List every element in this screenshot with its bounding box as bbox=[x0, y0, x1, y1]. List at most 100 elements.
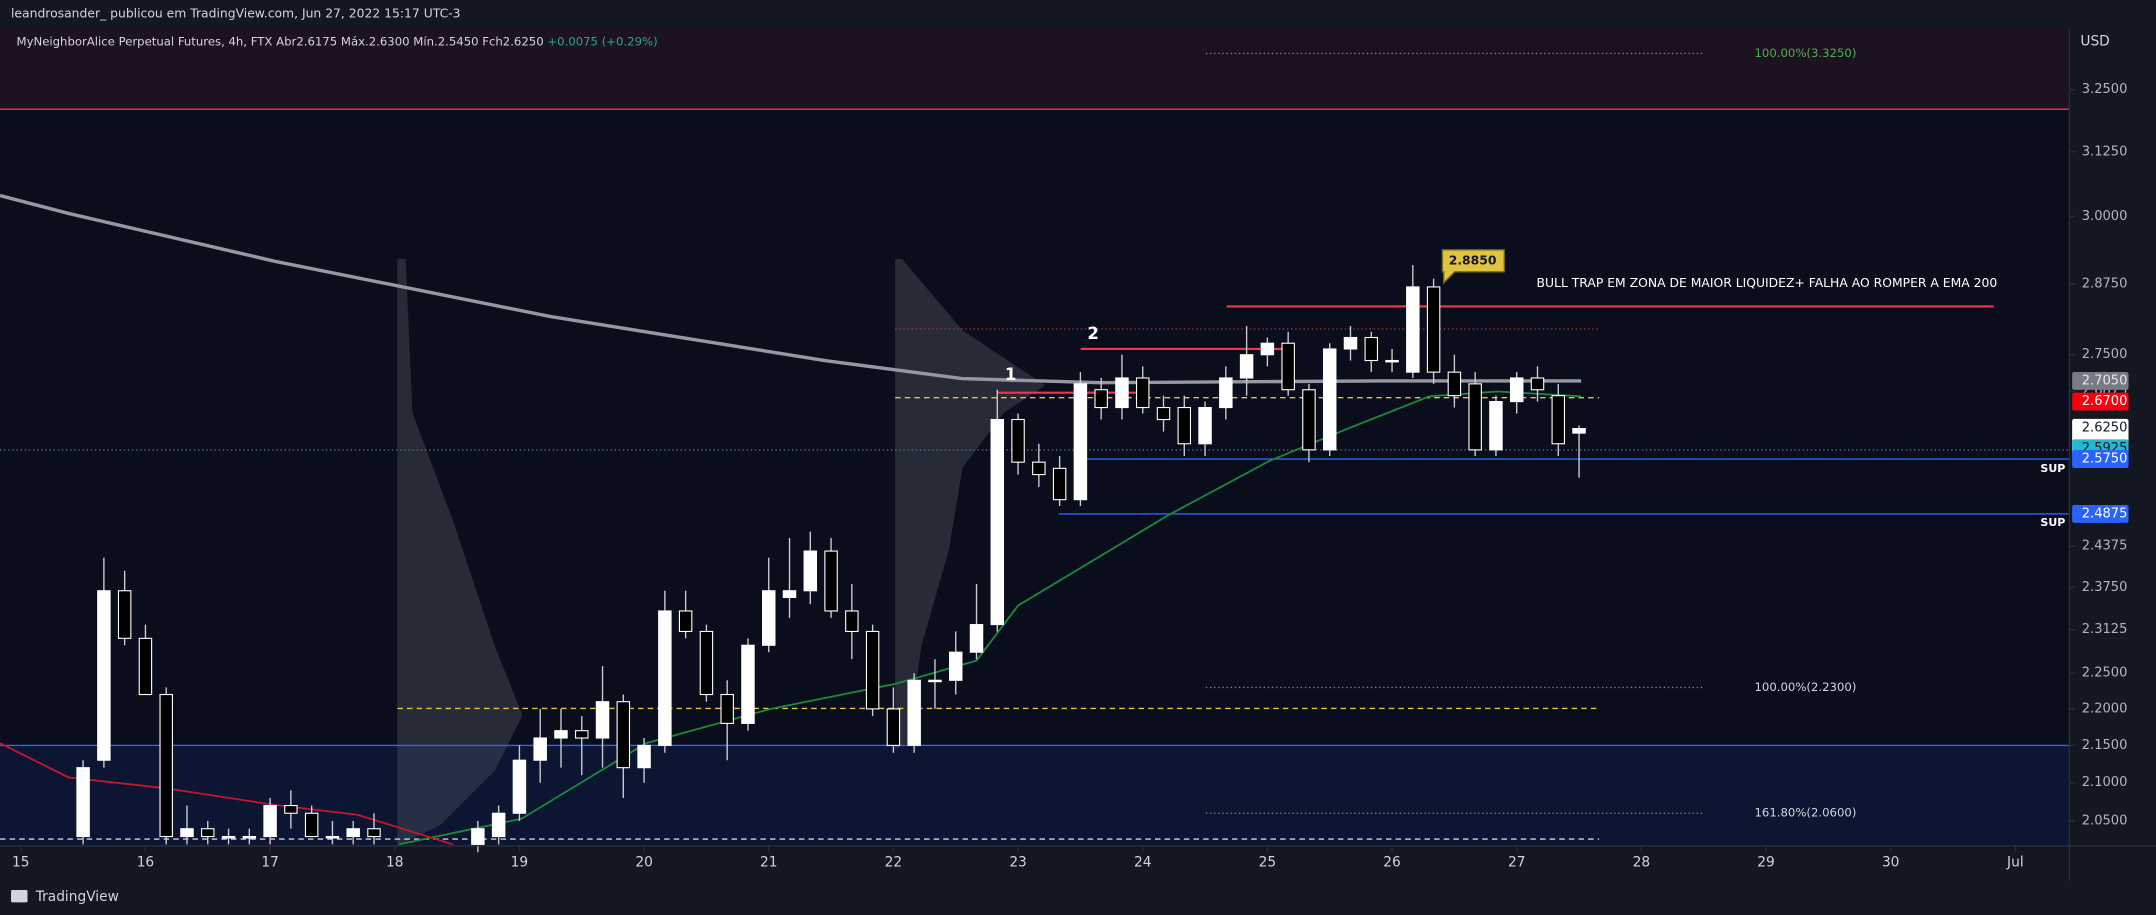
y-tick-label: 3.0000 bbox=[2082, 209, 2128, 224]
legend-item: 2.6250 bbox=[503, 34, 544, 48]
candle-body bbox=[242, 835, 257, 839]
candle-body bbox=[782, 590, 797, 599]
candle-body bbox=[1011, 418, 1025, 463]
y-tick-label: 2.8750 bbox=[2082, 277, 2128, 292]
zone bbox=[0, 745, 2070, 846]
y-tick-label: 2.7500 bbox=[2082, 347, 2128, 362]
candle-body bbox=[1364, 336, 1379, 362]
x-tick-label: 24 bbox=[1134, 854, 1152, 870]
candle-body bbox=[1302, 389, 1316, 451]
y-tick-label: 2.2000 bbox=[2082, 701, 2128, 716]
y-tick-label: 3.2500 bbox=[2082, 82, 2128, 97]
candle-body bbox=[1447, 371, 1462, 397]
candle-body bbox=[595, 701, 610, 739]
candle-body bbox=[699, 630, 714, 696]
candle-body bbox=[928, 679, 942, 683]
candle-body bbox=[1052, 467, 1067, 501]
x-tick-label: 26 bbox=[1383, 854, 1401, 870]
candle-body bbox=[180, 828, 194, 838]
price-label: 2.6700 bbox=[2082, 394, 2128, 409]
legend-item: Fch bbox=[482, 34, 503, 48]
candle-body bbox=[637, 744, 651, 769]
candle-body bbox=[1385, 359, 1399, 363]
candle-body bbox=[221, 835, 236, 839]
candle-body bbox=[159, 693, 173, 838]
legend-item: Abr bbox=[276, 34, 296, 48]
footer: TradingView bbox=[35, 889, 119, 905]
legend-item: MyNeighborAlice Perpetual Futures, 4h, F… bbox=[17, 34, 273, 48]
candle-body bbox=[1343, 336, 1358, 350]
candle-body bbox=[138, 637, 153, 696]
candle-body bbox=[512, 759, 527, 814]
price-label-box bbox=[2072, 371, 2129, 390]
y-tick-label: 2.3125 bbox=[2082, 622, 2128, 637]
price-label-box bbox=[2072, 505, 2129, 523]
candle-body bbox=[554, 730, 568, 739]
candle-body bbox=[1530, 377, 1545, 391]
zone bbox=[0, 27, 2070, 110]
candle-body bbox=[1156, 406, 1171, 421]
candle-body bbox=[1406, 286, 1420, 373]
x-tick-label: 27 bbox=[1508, 854, 1526, 870]
legend-item: 2.6300 bbox=[369, 34, 410, 48]
candle-body bbox=[1489, 401, 1503, 451]
candle-body bbox=[678, 610, 693, 633]
candle-body bbox=[1572, 428, 1586, 434]
annotation: 2 bbox=[1087, 324, 1098, 343]
candle-body bbox=[263, 805, 277, 838]
candle-body bbox=[97, 590, 111, 761]
candle-body bbox=[471, 828, 485, 845]
x-tick-label: 30 bbox=[1882, 854, 1900, 870]
candle-body bbox=[907, 679, 921, 746]
candle-body bbox=[845, 610, 859, 633]
candle-body bbox=[1198, 406, 1212, 445]
price-label-box bbox=[2072, 450, 2129, 469]
candle-body bbox=[886, 708, 901, 746]
x-tick-label: Jul bbox=[2006, 854, 2024, 870]
candle-body bbox=[824, 550, 838, 612]
fib-label: 100.00%(2.2300) bbox=[1755, 680, 1857, 694]
x-tick-label: 29 bbox=[1757, 854, 1775, 870]
y-tick-label: 2.0500 bbox=[2082, 813, 2128, 828]
legend-item: 2.6175 bbox=[296, 34, 337, 48]
candle-body bbox=[117, 590, 132, 639]
candle-body bbox=[1177, 406, 1192, 445]
byline: leandrosander_ publicou em TradingView.c… bbox=[11, 7, 461, 21]
candle-body bbox=[1032, 461, 1046, 476]
plot: 100.00%(3.3250) 100.00%(2.2300) 161.80%(2.… bbox=[0, 46, 2070, 853]
candle-body bbox=[533, 737, 547, 761]
top-bar bbox=[0, 0, 2156, 28]
candle-body bbox=[575, 730, 589, 739]
candle-body bbox=[325, 835, 340, 839]
candle-body bbox=[762, 590, 776, 646]
candle-body bbox=[1426, 286, 1441, 373]
legend-item: 2.5450 bbox=[438, 34, 479, 48]
candle-body bbox=[1468, 383, 1482, 451]
y-tick-label: 2.3750 bbox=[2082, 580, 2128, 595]
candle-body bbox=[1073, 383, 1088, 501]
candle-body bbox=[969, 624, 984, 653]
x-tick-label: 25 bbox=[1259, 854, 1277, 870]
y-tick-label: 2.1500 bbox=[2082, 738, 2128, 753]
callout-box bbox=[1441, 249, 1505, 285]
candle-body bbox=[1260, 342, 1275, 356]
price-label: 2.7050 bbox=[2082, 373, 2128, 388]
candle-body bbox=[1115, 377, 1129, 409]
legend-item: Máx. bbox=[341, 34, 369, 48]
price-label: 2.6250 bbox=[2082, 420, 2128, 435]
logo bbox=[11, 889, 28, 903]
price-label-box bbox=[2072, 392, 2129, 411]
currency: USD bbox=[2080, 34, 2109, 50]
legend: MyNeighborAlice Perpetual Futures, 4h, F… bbox=[17, 34, 658, 48]
candle-body bbox=[346, 828, 360, 838]
annotation: SUP bbox=[2040, 516, 2065, 529]
candle-body bbox=[803, 550, 818, 592]
candle-body bbox=[720, 693, 734, 724]
candle-body bbox=[491, 812, 506, 838]
annotation: 1 bbox=[1005, 365, 1016, 384]
candle-body bbox=[1135, 377, 1150, 409]
candle-body bbox=[367, 828, 381, 838]
x-tick-label: 21 bbox=[760, 854, 778, 870]
price-label: 2.5750 bbox=[2082, 452, 2128, 467]
